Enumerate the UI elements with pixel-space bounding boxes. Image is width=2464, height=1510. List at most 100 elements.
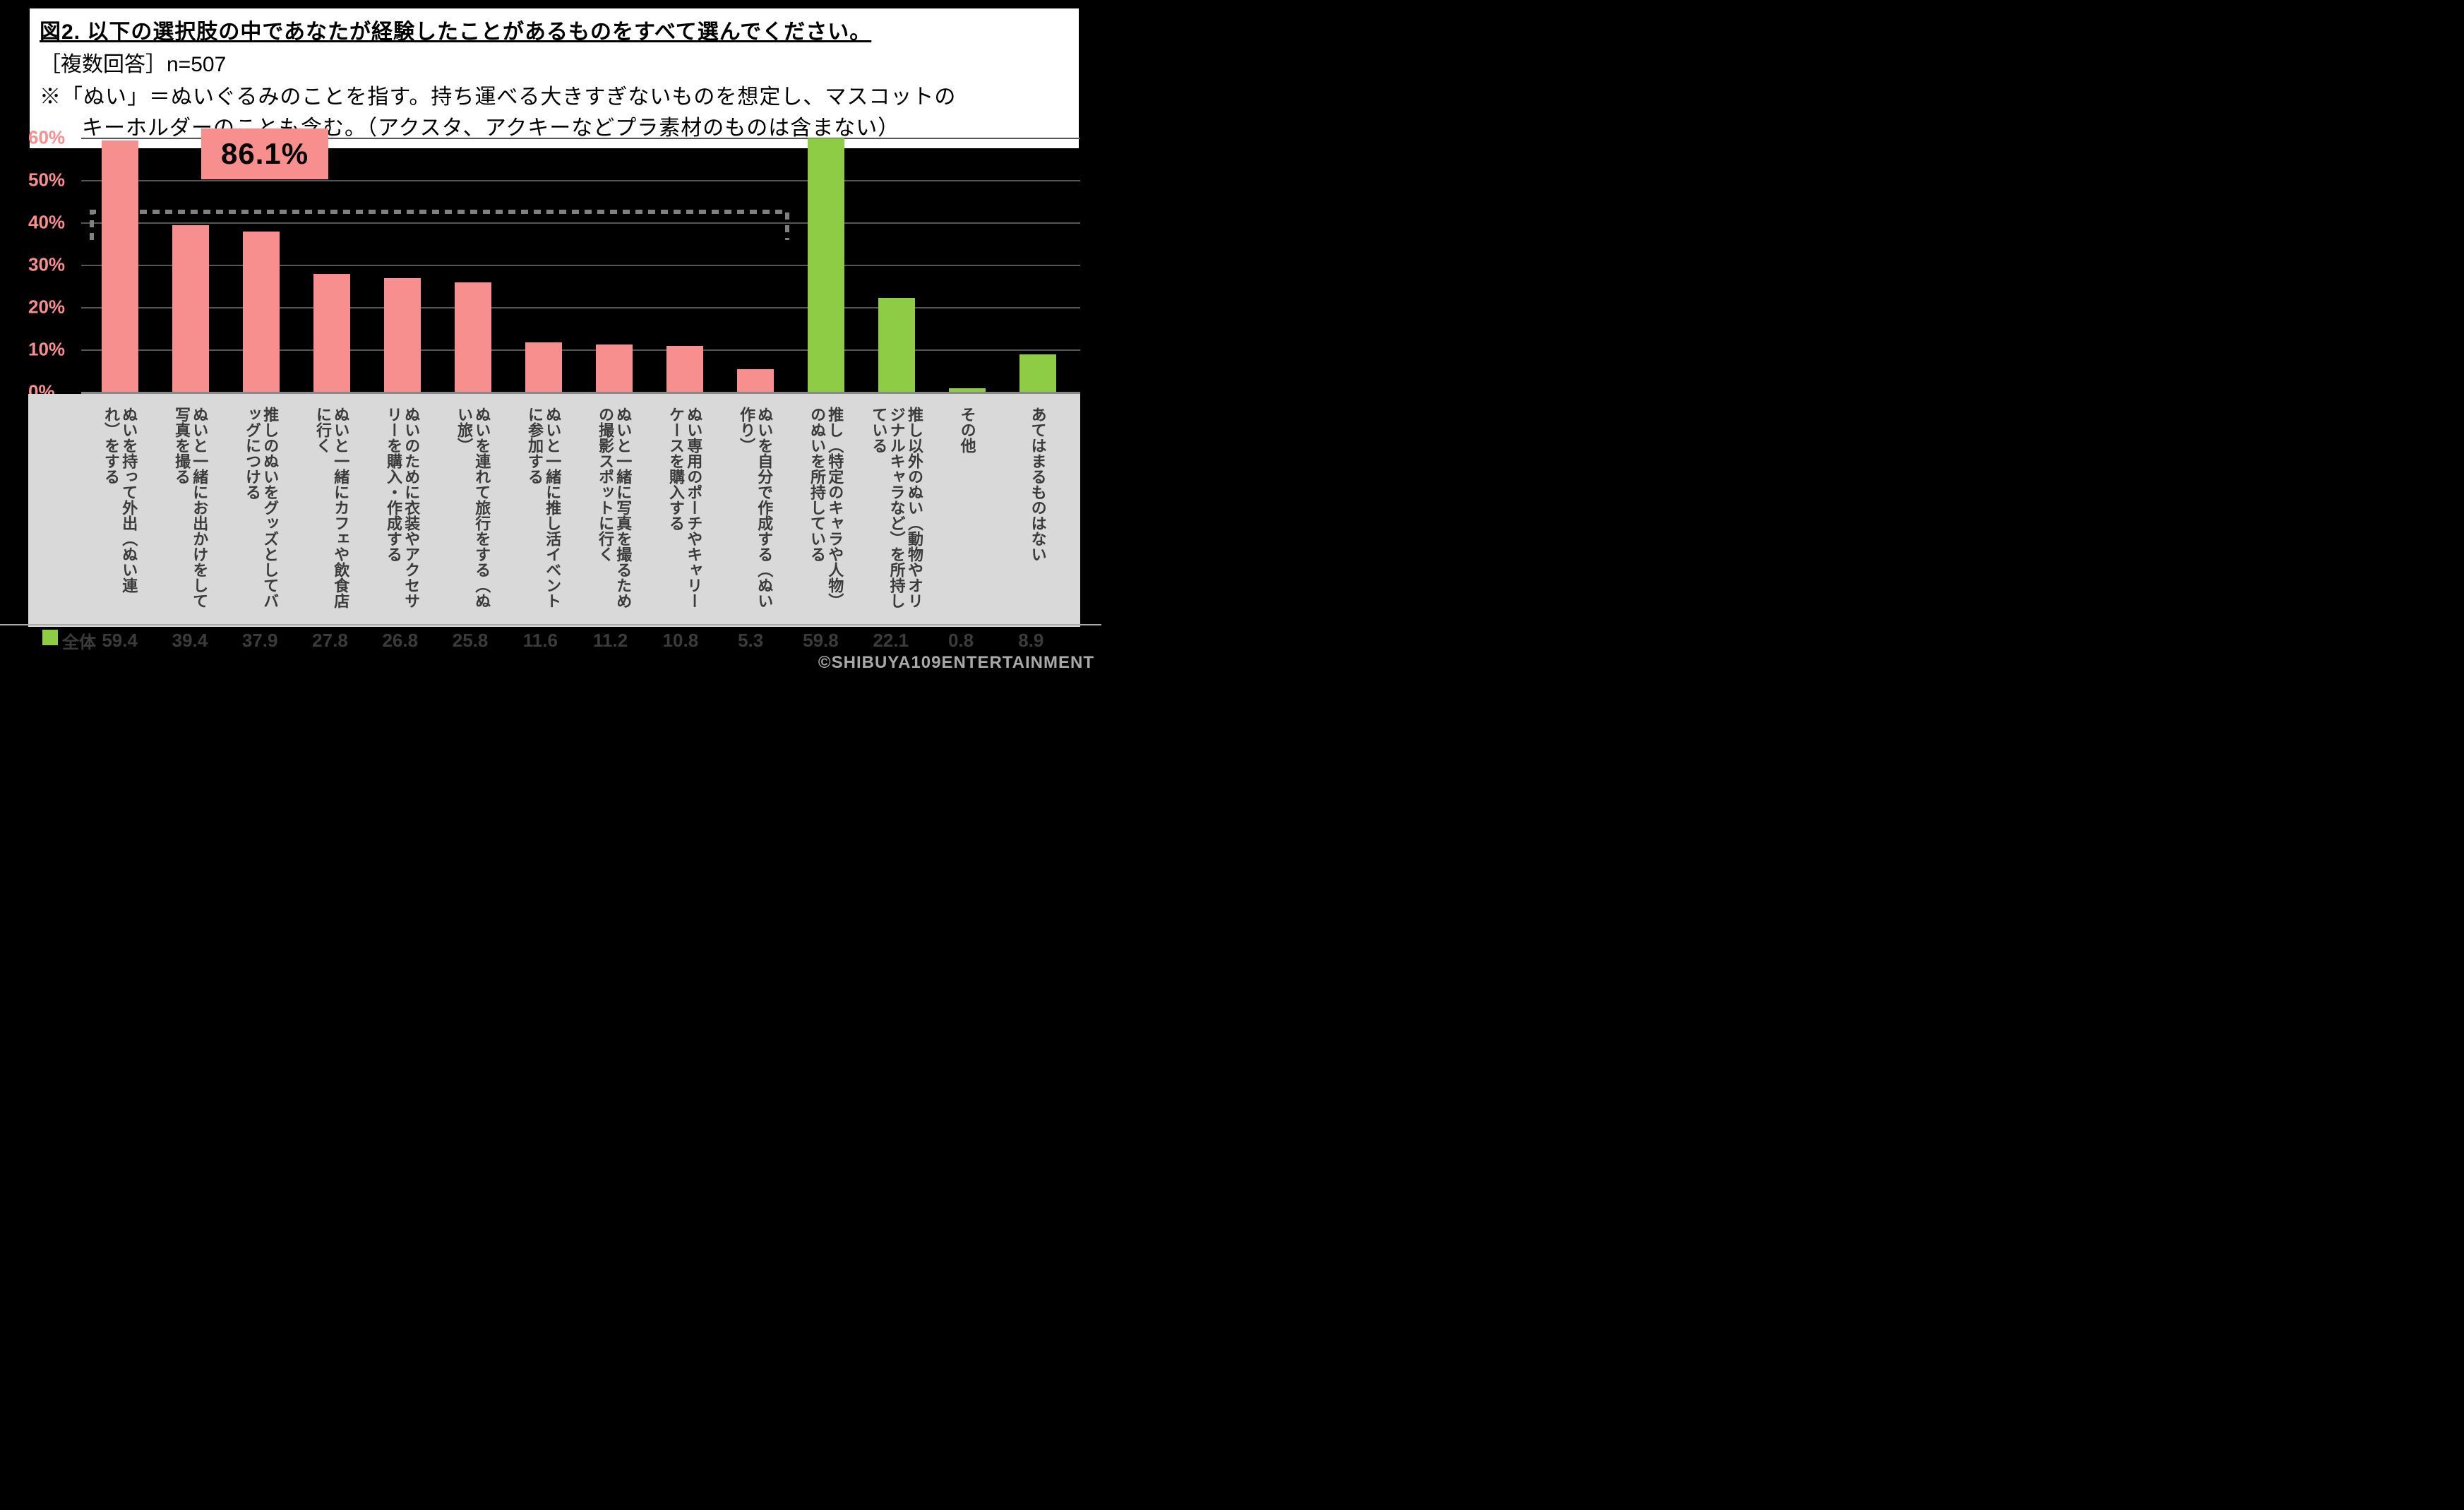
value-label: 59.4	[102, 630, 138, 652]
x-label-slot: ぬいを持って外出（ぬい連れ）をする	[85, 394, 155, 627]
bar	[172, 225, 209, 392]
y-tick-label: 10%	[28, 339, 65, 361]
bar-slot	[155, 138, 226, 392]
bar-slot	[1003, 138, 1073, 392]
bar-slot	[508, 138, 579, 392]
value-label: 8.9	[1018, 630, 1043, 652]
x-label-slot: 推し以外のぬい（動物やオリジナルキャラなど）を所持している	[861, 394, 932, 627]
x-label: ぬいを持って外出（ぬい連れ）をする	[102, 394, 138, 613]
x-label-slot: ぬい専用のポーチやキャリーケースを購入する	[650, 394, 720, 627]
bar	[525, 342, 562, 392]
bar	[808, 138, 844, 392]
value-label: 22.1	[873, 630, 909, 652]
chart-title: 図2. 以下の選択肢の中であなたが経験したことがあるものをすべて選んでください。	[40, 14, 1069, 45]
x-label: ぬい専用のポーチやキャリーケースを購入する	[667, 394, 703, 613]
x-label-slot: 推し（特定のキャラや人物）のぬいを所持している	[791, 394, 861, 627]
bar-slot	[932, 138, 1003, 392]
value-label: 11.2	[593, 630, 628, 652]
value-slot: 27.8	[295, 630, 365, 652]
value-label: 11.6	[523, 630, 558, 652]
value-slot: 25.8	[435, 630, 505, 652]
value-label: 25.8	[453, 630, 489, 652]
header-box: 図2. 以下の選択肢の中であなたが経験したことがあるものをすべて選んでください。…	[28, 7, 1080, 150]
x-label-slot: ぬいと一緒に推し活イベントに参加する	[508, 394, 579, 627]
value-slot: 0.8	[926, 630, 995, 652]
chart-subtitle: ［複数回答］n=507	[40, 47, 1069, 78]
value-label: 5.3	[738, 630, 763, 652]
value-slot: 8.9	[996, 630, 1066, 652]
bar	[102, 140, 138, 392]
legend-swatch	[42, 630, 58, 645]
x-label: ぬいと一緒にカフェや飲食店に行く	[314, 394, 350, 613]
bar-slot	[650, 138, 720, 392]
bars-container	[85, 138, 1073, 392]
value-slot: 59.4	[85, 630, 155, 652]
value-label: 27.8	[312, 630, 348, 652]
bar-slot	[297, 138, 367, 392]
x-label: 推しのぬいをグッズとしてバッグにつける	[244, 394, 280, 613]
footer-divider	[0, 624, 1101, 625]
x-label: あてはまるものはない	[1029, 394, 1046, 613]
bar-slot	[438, 138, 508, 392]
value-label: 39.4	[172, 630, 208, 652]
chart-note-2: キーホルダーのことも含む。（アクスタ、アクキーなどプラ素材のものは含まない）	[40, 110, 1069, 141]
chart-note-1: ※「ぬい」＝ぬいぐるみのことを指す。持ち運べる大きすぎないものを想定し、マスコッ…	[40, 79, 1069, 110]
bar	[243, 232, 280, 392]
bar	[313, 274, 350, 392]
y-tick-label: 60%	[28, 127, 65, 149]
x-label-slot: ぬいのために衣装やアクセサリーを購入・作成する	[367, 394, 438, 627]
x-label: ぬいと一緒にお出かけをして写真を撮る	[173, 394, 209, 613]
value-slot: 10.8	[645, 630, 715, 652]
x-label-slot: ぬいと一緒に写真を撮るための撮影スポットに行く	[579, 394, 650, 627]
bar	[737, 369, 774, 392]
value-label: 37.9	[242, 630, 278, 652]
value-slot: 5.3	[716, 630, 786, 652]
x-label: 推し（特定のキャラや人物）のぬいを所持している	[808, 394, 844, 613]
value-slot: 11.6	[506, 630, 575, 652]
value-labels-row: 59.4 39.4 37.9 27.8 26.8 25.8 11.6 11.2 10.8 5.3 5…	[85, 630, 1066, 652]
y-tick-label: 40%	[28, 212, 65, 234]
value-slot: 22.1	[856, 630, 926, 652]
bar	[596, 344, 633, 392]
value-label: 59.8	[803, 630, 839, 652]
x-label-slot: 推しのぬいをグッズとしてバッグにつける	[226, 394, 297, 627]
x-label-slot: ぬいを自分で作成する（ぬい作り）	[720, 394, 791, 627]
value-label: 10.8	[663, 630, 699, 652]
bar	[878, 298, 915, 392]
y-tick-label: 20%	[28, 296, 65, 318]
x-label: ぬいと一緒に推し活イベントに参加する	[526, 394, 562, 613]
bar-slot	[861, 138, 932, 392]
x-label-slot: その他	[932, 394, 1003, 627]
bar-slot	[367, 138, 438, 392]
chart-plot-area: 0%10%20%30%40%50%60% 86.1%	[28, 138, 1080, 392]
x-label-slot: あてはまるものはない	[1003, 394, 1073, 627]
y-tick-label: 30%	[28, 254, 65, 276]
value-slot: 11.2	[575, 630, 645, 652]
bar-slot	[791, 138, 861, 392]
value-slot: 39.4	[155, 630, 225, 652]
bar-slot	[85, 138, 155, 392]
bar-slot	[720, 138, 791, 392]
bar	[949, 388, 986, 392]
x-label: ぬいを自分で作成する（ぬい作り）	[738, 394, 774, 613]
y-tick-label: 50%	[28, 169, 65, 191]
bar	[666, 346, 703, 392]
bar	[384, 278, 421, 392]
value-slot: 26.8	[365, 630, 435, 652]
value-label: 0.8	[948, 630, 974, 652]
bar-slot	[579, 138, 650, 392]
x-label-slot: ぬいと一緒にお出かけをして写真を撮る	[155, 394, 226, 627]
x-label: ぬいを連れて旅行をする（ぬい旅）	[455, 394, 491, 613]
value-slot: 59.8	[786, 630, 856, 652]
value-label: 26.8	[382, 630, 418, 652]
x-label: その他	[958, 394, 976, 613]
x-label: ぬいと一緒に写真を撮るための撮影スポットに行く	[597, 394, 633, 613]
value-slot: 37.9	[225, 630, 295, 652]
bar-slot	[226, 138, 297, 392]
x-label-slot: ぬいを連れて旅行をする（ぬい旅）	[438, 394, 508, 627]
x-axis-labels-row: ぬいを持って外出（ぬい連れ）をするぬいと一緒にお出かけをして写真を撮る推しのぬい…	[85, 394, 1073, 627]
bar	[1019, 354, 1056, 392]
x-axis-labels-area: ぬいを持って外出（ぬい連れ）をするぬいと一緒にお出かけをして写真を撮る推しのぬい…	[28, 394, 1080, 627]
bar	[455, 282, 491, 392]
copyright-text: ©SHIBUYA109ENTERTAINMENT	[818, 653, 1094, 673]
